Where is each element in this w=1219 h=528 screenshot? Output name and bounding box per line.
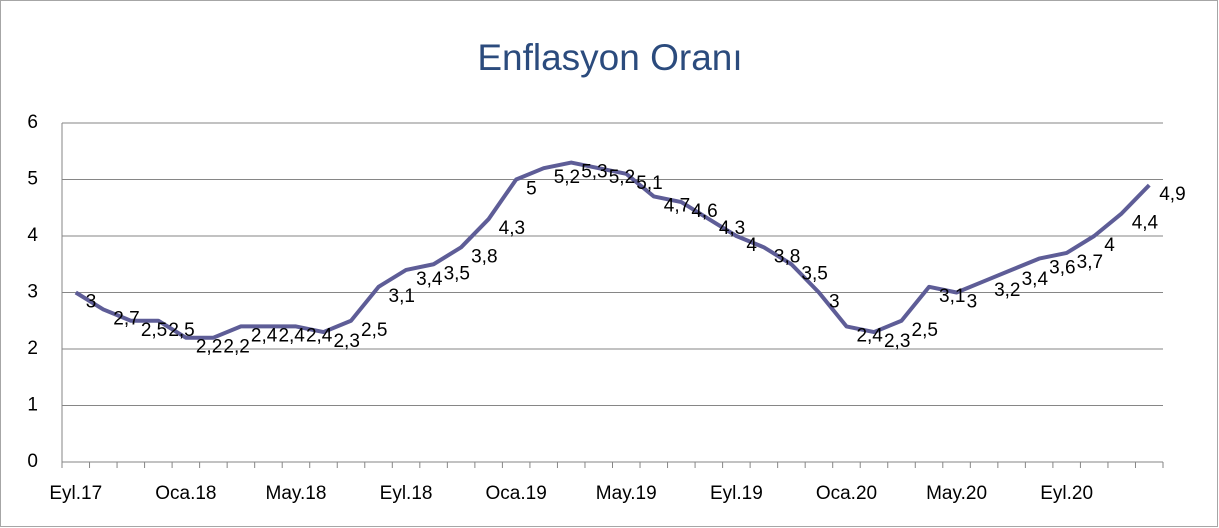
data-label: 5,2 [554, 167, 580, 188]
y-tick-label: 4 [27, 225, 38, 246]
x-tick-label: Oca.19 [486, 483, 547, 504]
data-label: 3 [86, 292, 97, 313]
x-tick-label: Eyl.20 [1040, 483, 1093, 504]
data-label: 4 [746, 235, 757, 256]
data-label: 3,1 [389, 286, 415, 307]
data-label: 2,4 [278, 325, 305, 346]
x-tick-label: Eyl.17 [49, 483, 102, 504]
data-label: 4,3 [719, 218, 745, 239]
data-label: 2,4 [306, 325, 333, 346]
data-label: 2,2 [196, 337, 222, 358]
data-label: 3,2 [994, 280, 1020, 301]
data-label: 3,7 [1077, 252, 1103, 273]
y-tick-label: 0 [27, 451, 38, 472]
data-label: 5,3 [581, 162, 607, 183]
line-series [74, 160, 1151, 340]
data-label: 2,5 [141, 320, 167, 341]
data-label: 2,7 [113, 308, 139, 329]
data-label: 2,5 [168, 320, 194, 341]
y-tick-label: 6 [27, 112, 38, 133]
data-label: 5,2 [609, 167, 635, 188]
data-label: 3,8 [774, 246, 800, 267]
data-label: 3,5 [801, 263, 827, 284]
data-label: 2,5 [361, 320, 387, 341]
data-label: 2,4 [856, 325, 883, 346]
data-label: 3,8 [471, 246, 497, 267]
x-tick-label: May.18 [266, 483, 327, 504]
chart-title: Enflasyon Oranı [477, 37, 742, 78]
data-label: 4,4 [1132, 212, 1159, 233]
data-label: 3,4 [1022, 269, 1049, 290]
data-label: 4,3 [499, 218, 525, 239]
data-label: 3,1 [939, 286, 965, 307]
data-label: 3,6 [1049, 258, 1075, 279]
data-label: 2,2 [223, 337, 249, 358]
x-tick-label: Oca.18 [155, 483, 216, 504]
data-label: 4,9 [1159, 184, 1185, 205]
data-label: 3 [967, 292, 978, 313]
y-tick-label: 1 [27, 395, 38, 416]
data-label: 3,5 [444, 263, 470, 284]
x-tick-label: May.19 [596, 483, 657, 504]
data-label: 5,1 [636, 173, 662, 194]
data-label: 3 [829, 292, 840, 313]
y-tick-label: 3 [27, 282, 38, 303]
x-tick-label: Oca.20 [816, 483, 877, 504]
data-label: 2,3 [333, 331, 359, 352]
data-label: 4,6 [691, 201, 717, 222]
data-label: 4,7 [664, 195, 690, 216]
y-tick-label: 5 [27, 169, 38, 190]
data-label: 2,4 [251, 325, 278, 346]
x-tick-label: May.20 [926, 483, 987, 504]
data-label: 2,3 [884, 331, 910, 352]
data-label: 2,5 [912, 320, 938, 341]
x-tick-label: Eyl.19 [710, 483, 763, 504]
data-label: 5 [526, 179, 537, 200]
y-tick-label: 2 [27, 338, 38, 359]
data-label: 3,4 [416, 269, 443, 290]
x-tick-label: Eyl.18 [380, 483, 433, 504]
data-label: 4 [1104, 235, 1115, 256]
